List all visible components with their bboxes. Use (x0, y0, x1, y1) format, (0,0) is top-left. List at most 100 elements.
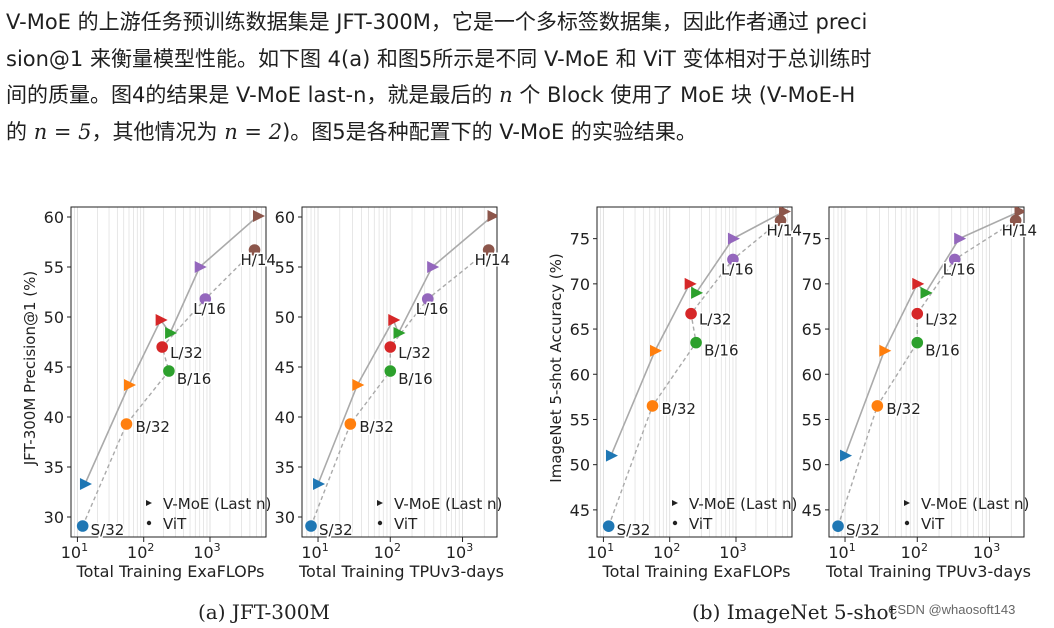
vmoe-marker-L-32 (912, 277, 925, 290)
axes-frame (596, 206, 793, 538)
y-tick-label: 60 (275, 208, 295, 227)
legend-label-vit: ViT (689, 515, 713, 533)
caption-a: (a) JFT-300M (198, 600, 330, 624)
paragraph-text: V-MoE 的上游任务预训练数据集是 JFT-300M，它是一个多标签数据集，因… (6, 10, 868, 34)
y-axis-label: JFT-300M Precision@1 (%) (21, 271, 39, 467)
plot-area (832, 207, 1024, 532)
legend-label-vit: ViT (394, 515, 418, 533)
vmoe-marker-S-32 (840, 449, 853, 462)
vit-marker-B-16 (384, 365, 397, 377)
vmoe-marker-H-14 (252, 210, 265, 222)
x-axis-label: Total Training TPUv3-days (825, 562, 1031, 581)
vmoe-marker-S-32 (79, 478, 92, 490)
point-label-L-32: L/32 (398, 344, 431, 362)
y-tick-label: 55 (275, 258, 295, 277)
x-tick-label: 102 (901, 541, 928, 562)
vit-marker-H-14 (1009, 214, 1022, 227)
vit-marker-S-32 (76, 520, 89, 532)
vit-marker-L-16 (727, 253, 739, 266)
vit-marker-H-14 (774, 214, 787, 227)
point-label-L-16: L/16 (721, 260, 754, 278)
vit-marker-L-16 (199, 293, 212, 305)
y-tick-label: 45 (275, 358, 295, 377)
y-tick-label: 75 (570, 230, 590, 249)
legend-marker-vmoe (377, 500, 383, 506)
y-tick-label: 70 (802, 275, 822, 294)
vit-marker-B-32 (646, 400, 659, 412)
series-line-vmoe (84, 215, 259, 485)
series-line-vmoe (610, 210, 785, 456)
y-tick-label: 65 (570, 320, 590, 339)
vit-marker-H-14 (482, 244, 495, 256)
vmoe-marker-L-32 (155, 314, 168, 326)
y-tick-label: 75 (802, 230, 822, 249)
point-label-L-16: L/16 (193, 300, 226, 318)
vit-marker-S-32 (305, 520, 317, 532)
y-tick-label: 45 (570, 501, 590, 520)
series-line-vit (82, 249, 256, 527)
plot-area (76, 210, 265, 532)
point-label-S-32: S/32 (617, 521, 651, 539)
y-tick-label: 60 (570, 365, 590, 384)
vmoe-marker-B-16 (393, 327, 406, 339)
legend-label-vmoe: V-MoE (Last n) (394, 495, 502, 513)
vmoe-marker-B-32 (650, 344, 663, 357)
vmoe-marker-B-16 (165, 327, 178, 339)
point-label-L-32: L/32 (699, 311, 732, 329)
math-n-eq-5: n = 5 (33, 119, 92, 144)
point-label-S-32: S/32 (846, 521, 880, 539)
vmoe-marker-S-32 (313, 478, 326, 490)
y-tick-label: 30 (275, 508, 295, 527)
point-label-B-16: B/16 (925, 342, 959, 360)
x-tick-label: 103 (446, 541, 473, 562)
vit-marker-H-14 (248, 244, 261, 256)
series-line-vit (608, 220, 781, 527)
legend-marker-vit (672, 520, 678, 526)
vit-marker-L-32 (911, 307, 924, 320)
vmoe-marker-H-14 (778, 207, 791, 218)
vmoe-marker-L-32 (388, 314, 401, 326)
paragraph-line-2: sion@1 来衡量模型性能。如下图 4(a) 和图5所示是不同 V-MoE 和… (6, 41, 1050, 78)
paragraph-text: 个 Block 使用了 MoE 块 (V-MoE-H (512, 83, 856, 107)
y-tick-label: 50 (802, 456, 822, 475)
paragraph-text: )。图5是各种配置下的 V-MoE 的实验结果。 (282, 119, 697, 144)
paragraph-text: 的 (6, 119, 34, 144)
axes-frame (301, 206, 498, 538)
vmoe-marker-B-16 (691, 286, 704, 299)
vit-marker-L-16 (421, 293, 434, 305)
series-line-vit (310, 249, 490, 527)
vmoe-marker-L-16 (194, 261, 207, 273)
x-tick-label: 102 (374, 541, 401, 562)
y-tick-label: 30 (44, 508, 64, 527)
plot-area (602, 207, 791, 532)
x-tick-label: 103 (973, 541, 1000, 562)
y-tick-label: 45 (44, 358, 64, 377)
vit-marker-L-32 (384, 341, 397, 353)
vmoe-marker-B-32 (352, 379, 365, 391)
x-tick-label: 101 (828, 541, 855, 562)
y-tick-label: 60 (802, 365, 822, 384)
point-label-L-32: L/32 (925, 311, 958, 329)
paragraph-text: 间的质量。图4的结果是 V-MoE last-n，就是最后的 (6, 83, 500, 107)
vit-marker-L-16 (948, 253, 961, 266)
point-label-B-16: B/16 (177, 370, 211, 388)
axes-frame (828, 206, 1025, 538)
point-label-B-32: B/32 (661, 400, 695, 418)
legend-marker-vmoe (904, 500, 910, 506)
legend-label-vmoe: V-MoE (Last n) (689, 495, 797, 513)
y-tick-label: 40 (275, 408, 295, 427)
article-paragraph: V-MoE 的上游任务预训练数据集是 JFT-300M，它是一个多标签数据集，因… (6, 4, 1050, 150)
y-tick-label: 65 (802, 320, 822, 339)
y-tick-label: 50 (44, 308, 64, 327)
point-label-L-32: L/32 (170, 344, 203, 362)
x-tick-label: 102 (127, 541, 154, 562)
math-n: n (499, 83, 513, 107)
vmoe-marker-L-16 (954, 232, 967, 245)
watermark: CSDN @whaosoft143 (888, 602, 1016, 617)
vmoe-marker-B-32 (879, 344, 892, 357)
paragraph-line-3: 间的质量。图4的结果是 V-MoE last-n，就是最后的 n 个 Block… (6, 77, 1050, 114)
vit-marker-L-32 (685, 307, 697, 320)
